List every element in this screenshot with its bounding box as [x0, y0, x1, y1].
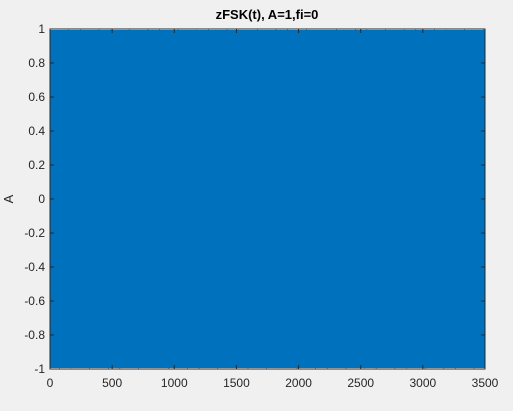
chart-title: zFSK(t), A=1,fi=0: [216, 7, 319, 22]
y-tick-label: -0.4: [24, 260, 45, 274]
y-tick-label: -0.2: [24, 226, 45, 240]
x-tick-label: 500: [102, 376, 122, 390]
y-tick-label: 1: [38, 22, 45, 36]
y-tick-label: -1: [34, 362, 45, 376]
x-tick-label: 1000: [161, 376, 188, 390]
x-tick-label: 2000: [285, 376, 312, 390]
x-tick-label: 3000: [410, 376, 437, 390]
y-tick-label: 0: [38, 192, 45, 206]
x-tick-label: 1500: [223, 376, 250, 390]
y-tick-label: -0.8: [24, 328, 45, 342]
x-tick-label: 0: [47, 376, 54, 390]
y-tick-label: 0.2: [28, 158, 45, 172]
y-tick-label: 0.4: [28, 124, 45, 138]
y-tick-label: 0.8: [28, 56, 45, 70]
x-axis: 0 500 1000 1500 2000 2500 3000 3500: [47, 29, 499, 390]
signal-line: [49, 28, 485, 370]
y-axis: -1 -0.8 -0.6 -0.4 -0.2 0 0.2 0.4 0.6 0.8 1: [24, 22, 485, 376]
x-tick-label: 3500: [472, 376, 499, 390]
signal-layer: [49, 28, 485, 370]
y-tick-label: 0.6: [28, 90, 45, 104]
y-tick-label: -0.6: [24, 294, 45, 308]
x-tick-label: 2500: [347, 376, 374, 390]
y-axis-label: A: [1, 194, 16, 203]
